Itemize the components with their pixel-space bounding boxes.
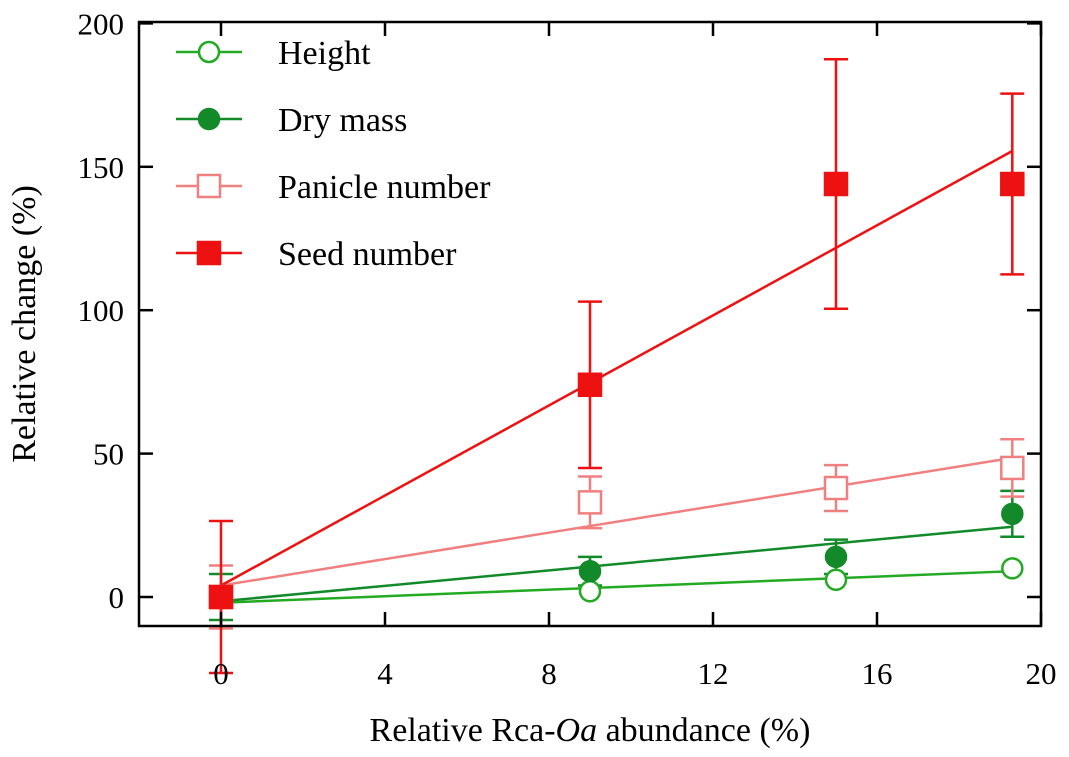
legend-label-panicle-number: Panicle number: [278, 169, 491, 206]
error-bars: [209, 58, 1025, 675]
x-tick-label: 12: [698, 656, 729, 691]
y-tick-label: 0: [109, 580, 125, 615]
panicle-number-point: [823, 475, 849, 501]
dry-mass-point: [1001, 502, 1024, 526]
x-tick-label: 4: [377, 656, 393, 691]
y-tick-label: 100: [78, 293, 125, 328]
x-tick-label: 0: [213, 656, 229, 691]
plot-frame: [137, 20, 1043, 628]
x-tick-label: 20: [1026, 656, 1057, 691]
y-axis-title: Relative change (%): [6, 185, 43, 463]
panicle-number-point: [577, 490, 603, 515]
height-point: [1001, 557, 1024, 580]
legend-marker-panicle-number: [196, 173, 222, 199]
legend-label-seed-number: Seed number: [278, 236, 457, 273]
x-axis-title-part: abundance (%): [597, 712, 810, 749]
legend-marker-seed-number: [196, 240, 222, 266]
legend-label-dry-mass: Dry mass: [278, 102, 407, 139]
x-axis-title: Relative Rca-Oa abundance (%): [370, 712, 811, 749]
dry-mass-fit-line: [220, 525, 1013, 603]
dry-mass-point: [578, 559, 602, 583]
seed-number-point: [577, 372, 603, 398]
x-axis-title-part: Relative Rca-: [370, 712, 556, 749]
data-markers: [208, 171, 1025, 610]
panicle-number-point: [1000, 455, 1025, 481]
legend: Height Dry mass Panicle number Seed number: [176, 35, 491, 273]
legend-marker-height: [197, 40, 221, 64]
height-fit-line: [220, 569, 1013, 604]
y-tick-label: 200: [78, 6, 125, 41]
height-point: [824, 568, 848, 592]
height-point: [578, 580, 602, 603]
dry-mass-point: [824, 545, 848, 569]
x-tick-label: 8: [541, 656, 557, 691]
seed-number-fit-line: [220, 149, 1013, 587]
y-tick-label: 150: [78, 150, 125, 185]
seed-number-point: [208, 584, 234, 610]
legend-label-height: Height: [278, 35, 371, 72]
legend-marker-dry-mass: [197, 107, 221, 131]
panicle-number-fit-line: [220, 456, 1013, 587]
x-tick-label: 16: [862, 656, 893, 691]
seed-number-point: [823, 171, 849, 197]
x-axis-title-part: Oa: [556, 712, 598, 749]
fit-lines: [220, 149, 1013, 604]
seed-number-point: [1000, 171, 1025, 197]
y-tick-label: 50: [93, 437, 124, 472]
